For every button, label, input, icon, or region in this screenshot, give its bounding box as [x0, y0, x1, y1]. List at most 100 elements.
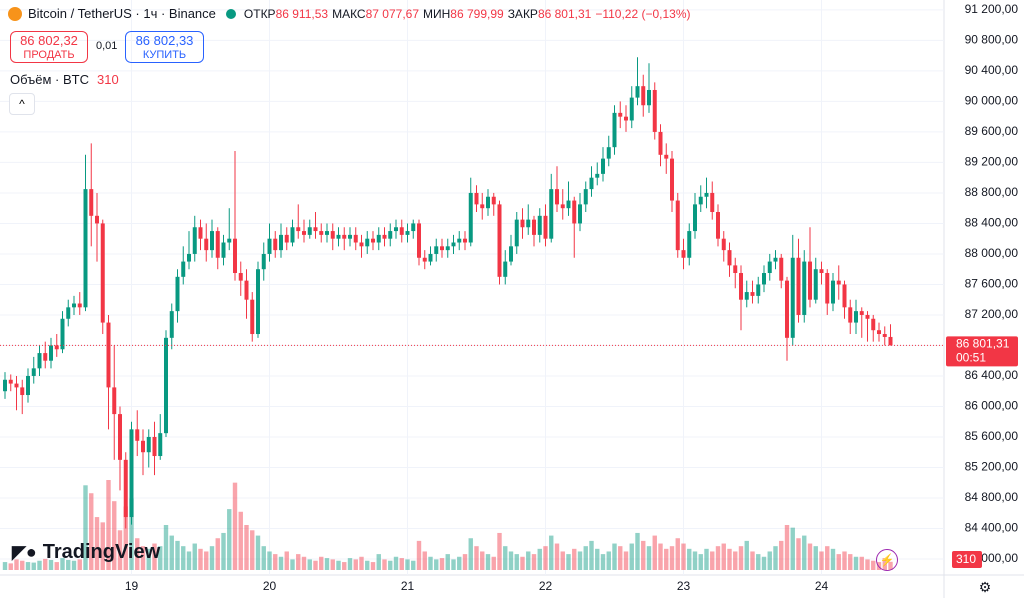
sell-button[interactable]: 86 802,32 ПРОДАТЬ: [10, 31, 88, 63]
candle-body: [652, 89, 657, 132]
volume-bar: [232, 482, 238, 570]
volume-bar: [595, 548, 600, 570]
settings-icon[interactable]: ⚙: [978, 579, 992, 595]
ohlc-label: ОТКР: [243, 6, 276, 21]
candle-body: [256, 269, 260, 335]
spread: 0,01: [96, 40, 118, 52]
candle-body: [26, 375, 30, 396]
volume-bar: [353, 559, 358, 570]
status-dot: [225, 8, 236, 19]
candle-body: [146, 436, 151, 453]
candle-body: [233, 238, 237, 274]
candle-body: [842, 284, 847, 308]
volume-bar: [382, 559, 387, 570]
volume-bar: [790, 527, 795, 570]
candle-body: [773, 257, 778, 262]
volume-bar: [853, 556, 859, 570]
volume-bar: [221, 532, 226, 570]
sell-price: 86 802,32: [20, 33, 78, 48]
candle-body: [555, 189, 559, 205]
candle-body: [215, 231, 220, 258]
volume-bar: [209, 546, 215, 570]
candle-body: [428, 253, 433, 262]
y-tick-label: 90 800,00: [965, 33, 1019, 47]
candle-body: [670, 158, 674, 201]
volume-bar: [531, 554, 537, 570]
volume-bar: [704, 548, 709, 570]
alert-icon[interactable]: ⚡: [876, 549, 898, 571]
candle-body: [831, 280, 835, 304]
candle-body: [808, 261, 812, 300]
candle-body: [66, 307, 71, 319]
candle-body: [865, 314, 870, 319]
candle-body: [819, 269, 824, 274]
volume-bar: [428, 556, 433, 570]
volume-bar: [411, 560, 416, 570]
volume-bar: [451, 559, 456, 570]
volume-bar: [365, 560, 370, 570]
candle-body: [716, 212, 720, 239]
change: −110,22 (−0,13%): [595, 6, 691, 21]
candle-body: [635, 86, 640, 98]
candle-body: [549, 189, 554, 239]
volume-bar: [405, 559, 410, 570]
candle-body: [578, 204, 582, 224]
candle-body: [405, 231, 410, 235]
volume-bar: [25, 562, 31, 570]
volume-bar: [514, 554, 519, 570]
candle-body: [767, 261, 772, 274]
volume-bar: [106, 480, 111, 570]
volume-bar: [646, 546, 652, 570]
volume-bar: [744, 540, 749, 570]
ohlc-label: МИН: [423, 6, 451, 21]
volume-bar: [20, 560, 25, 570]
volume-bar: [813, 546, 818, 570]
candle-body: [273, 238, 278, 251]
volume-bar: [439, 558, 445, 570]
volume-bar: [566, 554, 571, 570]
candle-body: [49, 345, 53, 361]
candle-body: [756, 284, 761, 296]
volume-label: 310: [956, 552, 976, 566]
volume-bar: [687, 548, 692, 570]
candle-body: [267, 238, 272, 254]
candle-body: [796, 257, 801, 315]
candle-body: [486, 196, 490, 209]
candle-body: [54, 345, 59, 350]
volume-bar: [43, 558, 48, 570]
volume-bar: [445, 554, 450, 570]
candle-body: [854, 311, 858, 323]
candle-body: [537, 215, 542, 235]
volume-bar: [796, 538, 801, 570]
candle-body: [307, 227, 312, 235]
volume-bar: [146, 548, 151, 570]
buy-price: 86 802,33: [135, 33, 194, 48]
volume-bar: [54, 562, 59, 570]
volume-legend: Объём · BTC 310: [10, 72, 119, 87]
symbol[interactable]: Bitcoin / TetherUS · 1ч · Binance: [28, 6, 216, 21]
collapse-button[interactable]: ^: [9, 93, 35, 115]
x-tick-label: 23: [677, 579, 691, 593]
candle-body: [641, 86, 646, 106]
volume-bar: [491, 556, 496, 570]
candle-body: [710, 192, 715, 213]
ohlc-value: 86 801,31: [537, 6, 592, 21]
volume-bar: [600, 554, 606, 570]
x-tick-label: 22: [539, 579, 553, 593]
candle-body: [526, 219, 531, 228]
candle-body: [279, 234, 283, 251]
volume-bar: [865, 559, 870, 570]
candle-body: [325, 231, 329, 235]
volume-bar: [135, 538, 140, 570]
volume-bar: [618, 546, 623, 570]
ohlc-value: 87 077,67: [365, 6, 419, 21]
y-tick-label: 91 200,00: [965, 2, 1019, 16]
candle-body: [72, 303, 76, 308]
candle-body: [457, 238, 462, 243]
buy-button[interactable]: 86 802,33 КУПИТЬ: [125, 31, 204, 63]
candle-body: [606, 147, 611, 159]
candle-body: [503, 261, 508, 277]
volume-bar: [485, 554, 491, 570]
volume-bar: [48, 559, 54, 570]
volume-bar: [819, 551, 824, 570]
